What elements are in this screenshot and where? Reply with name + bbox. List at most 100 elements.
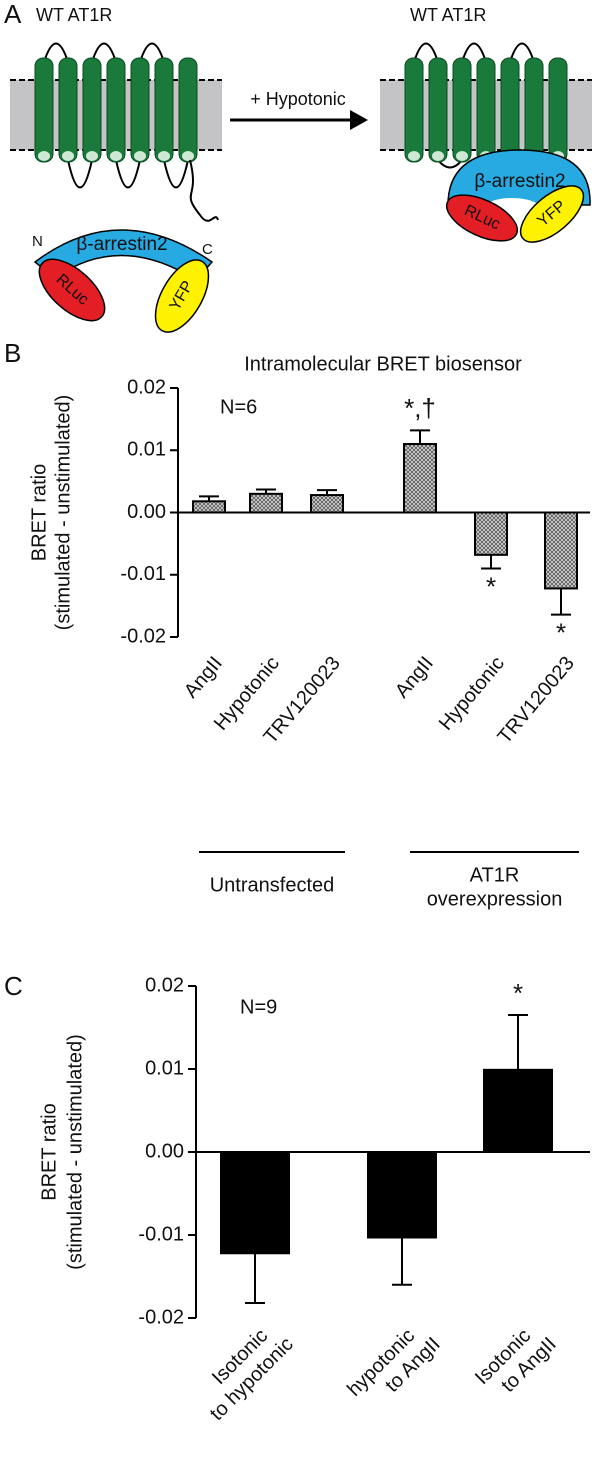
error-bar — [199, 495, 219, 502]
significance: *,† — [404, 393, 436, 423]
significance: * — [486, 571, 496, 601]
helix — [154, 57, 174, 163]
significance: * — [556, 617, 566, 647]
arrestin — [33, 229, 214, 281]
loop — [413, 42, 439, 63]
y-tick-label: -0.01 — [138, 1223, 184, 1245]
loop — [163, 159, 189, 189]
panel-a: A WT AT1R WT AT1R β-arrestin2 N C RLuc Y… — [4, 0, 592, 333]
helix-end — [62, 151, 74, 161]
receptor — [34, 42, 198, 189]
helix — [500, 57, 520, 163]
rluc — [445, 194, 519, 242]
x-tick-label: Hypotonic — [435, 652, 509, 734]
helix-end — [134, 151, 146, 161]
receptor — [404, 42, 568, 169]
rluc — [38, 258, 106, 322]
group-label: Untransfected — [210, 874, 335, 896]
helix — [524, 57, 544, 163]
helix — [548, 57, 568, 163]
helix — [428, 57, 448, 163]
x-tick-label-line: AngII — [180, 652, 227, 702]
group-label: AT1R — [470, 864, 520, 886]
error-bar — [245, 1253, 265, 1305]
y-tick-label: 0.01 — [145, 1057, 184, 1079]
helix-end — [456, 151, 468, 161]
y-tick-label: 0.00 — [127, 501, 166, 523]
annotation: N=9 — [240, 996, 277, 1018]
y-axis-label: (stimulated - unstimulated) — [64, 1034, 86, 1270]
y-axis-label: BRET ratio — [28, 464, 50, 561]
yfp — [519, 185, 585, 243]
y-axis-label: (stimulated - unstimulated) — [52, 395, 74, 631]
y-axis-label: BRET ratio — [38, 1103, 60, 1200]
helix — [476, 57, 496, 163]
arrestin-label: β-arrestin2 — [76, 234, 167, 255]
arrow-head — [350, 110, 368, 130]
x-tick-label-line: Hypotonic — [435, 652, 509, 734]
panel-label: C — [4, 971, 23, 1001]
y-tick-label: -0.01 — [120, 563, 166, 585]
terminus-label: N — [32, 233, 43, 250]
helix — [58, 57, 78, 163]
error-bar — [508, 1014, 528, 1070]
helix-end — [182, 151, 194, 161]
arrestin-label: β-arrestin2 — [474, 171, 565, 192]
helix-end — [38, 151, 50, 161]
helix — [452, 57, 472, 163]
panel-label: B — [4, 338, 21, 368]
loop — [139, 42, 165, 63]
y-tick-label: 0.02 — [127, 376, 166, 398]
helix — [130, 57, 150, 163]
error-bar — [410, 429, 430, 445]
bar — [310, 494, 344, 514]
y-tick-label: 0.00 — [145, 1140, 184, 1162]
annotation: N=6 — [220, 396, 257, 418]
loop — [115, 159, 141, 189]
helix — [106, 57, 126, 163]
loop — [91, 42, 117, 63]
loop — [461, 42, 487, 63]
bar — [220, 1151, 290, 1255]
panel-label: A — [4, 0, 22, 29]
error-bar — [392, 1237, 412, 1286]
helix-end — [158, 151, 170, 161]
receptor-title: WT AT1R — [410, 5, 486, 25]
helix-end — [110, 151, 122, 161]
loop — [43, 42, 69, 63]
x-tick-label: AngII — [180, 652, 227, 702]
helix — [178, 57, 198, 163]
terminus-label: C — [202, 241, 213, 258]
y-tick-label: -0.02 — [138, 1306, 184, 1328]
y-tick-label: 0.02 — [145, 974, 184, 996]
y-tick-label: -0.02 — [120, 625, 166, 647]
helix-end — [408, 151, 420, 161]
bar — [474, 511, 508, 556]
chart-title: Intramolecular BRET biosensor — [244, 353, 522, 375]
bar — [544, 511, 578, 590]
helix — [404, 57, 424, 163]
arrow-label: + Hypotonic — [250, 89, 346, 109]
bar — [367, 1151, 437, 1239]
yfp — [154, 259, 210, 333]
bar — [249, 492, 283, 514]
significance: * — [513, 978, 523, 1008]
bar — [403, 443, 437, 514]
x-tick-label: AngII — [391, 652, 438, 702]
helix-end — [86, 151, 98, 161]
helix — [34, 57, 54, 163]
receptor-title: WT AT1R — [36, 5, 112, 25]
error-bar — [481, 554, 501, 570]
bar — [192, 500, 226, 514]
loop — [509, 42, 535, 63]
error-bar — [317, 489, 337, 496]
loop — [67, 159, 93, 189]
group-label: overexpression — [427, 888, 563, 910]
bar — [483, 1068, 553, 1153]
helix — [82, 57, 102, 163]
